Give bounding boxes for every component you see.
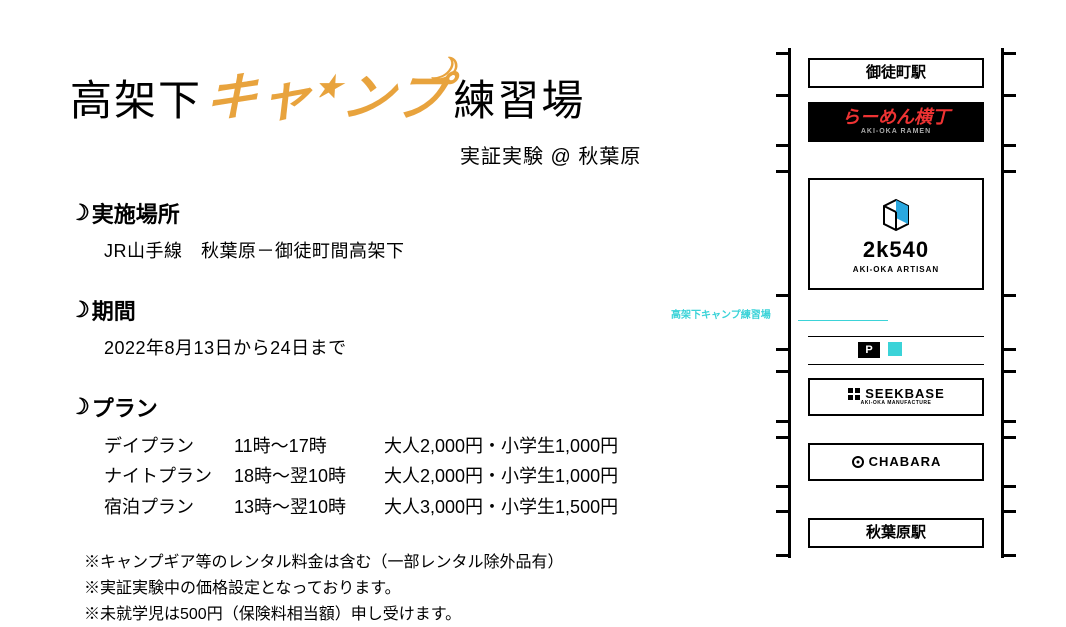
station-label: らーめん横丁: [842, 108, 950, 128]
location-body: JR山手線 秋葉原－御徒町間高架下: [104, 237, 720, 266]
station-sublabel: AKI-OKA ARTISAN: [853, 266, 939, 275]
rail-tick: [1002, 510, 1016, 513]
parking-icon: P: [858, 342, 880, 358]
plan-row: 宿泊プラン 13時〜翌10時 大人3,000円・小学生1,500円: [104, 492, 720, 523]
station-seekbase: SEEKBASE AKI-OKA MANUFACTURE: [808, 378, 984, 416]
rail-tick: [776, 554, 790, 557]
plan-price: 大人3,000円・小学生1,500円: [384, 492, 720, 523]
rail-tick: [776, 370, 790, 373]
cube-icon: [876, 194, 916, 234]
grid-icon: [847, 387, 861, 401]
plan-time: 18時〜翌10時: [234, 461, 384, 492]
heading-text: 実施場所: [92, 197, 180, 229]
title-camp: キャ★ンプ ☽: [201, 55, 455, 130]
station-akihabara: 秋葉原駅: [808, 518, 984, 548]
divider: [808, 364, 984, 365]
section-heading-plan: ☽ プラン: [70, 391, 720, 423]
rail-tick: [776, 52, 790, 55]
station-label: 2k540: [863, 238, 929, 262]
rail-tick: [1002, 294, 1016, 297]
info-panel: 高架下 キャ★ンプ ☽ 練習場 実証実験 @ 秋葉原 ☽ 実施場所 JR山手線 …: [70, 55, 720, 627]
section-location: ☽ 実施場所 JR山手線 秋葉原－御徒町間高架下: [70, 197, 720, 266]
plan-row: デイプラン 11時〜17時 大人2,000円・小学生1,000円: [104, 431, 720, 462]
rail-tick: [776, 420, 790, 423]
title-suffix: 練習場: [453, 67, 585, 128]
station-ramen: らーめん横丁 AKI-OKA RAMEN: [808, 102, 984, 142]
section-plan: ☽ プラン デイプラン 11時〜17時 大人2,000円・小学生1,000円 ナ…: [70, 391, 720, 523]
plan-name: 宿泊プラン: [104, 492, 234, 523]
rail-tick: [1002, 485, 1016, 488]
heading-text: プラン: [92, 391, 158, 423]
title-prefix: 高架下: [70, 67, 202, 128]
plan-time: 13時〜翌10時: [234, 492, 384, 523]
subtitle: 実証実験 @ 秋葉原: [460, 140, 720, 169]
rail-tick: [776, 144, 790, 147]
rail-tick: [776, 485, 790, 488]
notes: ※キャンプギア等のレンタル料金は含む（一部レンタル除外品有） ※実証実験中の価格…: [84, 550, 720, 627]
rail-tick: [1002, 370, 1016, 373]
station-label: CHABARA: [851, 455, 942, 469]
rail-tick: [1002, 170, 1016, 173]
note-line: ※未就学児は500円（保険料相当額）申し受けます。: [84, 602, 720, 627]
plan-time: 11時〜17時: [234, 431, 384, 462]
rail-tick: [1002, 554, 1016, 557]
main-title: 高架下 キャ★ンプ ☽ 練習場: [70, 55, 720, 130]
rail-tick: [1002, 52, 1016, 55]
period-body: 2022年8月13日から24日まで: [104, 334, 720, 363]
station-2k540: 2k540 AKI-OKA ARTISAN: [808, 178, 984, 290]
map-callout: 高架下キャンプ練習場: [671, 306, 771, 321]
note-line: ※実証実験中の価格設定となっております。: [84, 576, 720, 602]
station-chabara: CHABARA: [808, 443, 984, 481]
plan-price: 大人2,000円・小学生1,000円: [384, 431, 720, 462]
section-heading-location: ☽ 実施場所: [70, 197, 720, 229]
location-map: 御徒町駅 らーめん横丁 AKI-OKA RAMEN 2k540 AKI-OKA …: [766, 48, 1026, 558]
station-sublabel: AKI-OKA RAMEN: [861, 128, 931, 136]
station-okachimachi: 御徒町駅: [808, 58, 984, 88]
section-period: ☽ 期間 2022年8月13日から24日まで: [70, 294, 720, 363]
rail-line-left: [788, 48, 791, 558]
section-heading-period: ☽ 期間: [70, 294, 720, 326]
station-label: SEEKBASE: [847, 387, 945, 401]
station-label: 秋葉原駅: [866, 525, 926, 542]
rail-tick: [1002, 436, 1016, 439]
note-line: ※キャンプギア等のレンタル料金は含む（一部レンタル除外品有）: [84, 550, 720, 576]
rail-line-right: [1001, 48, 1004, 558]
station-label: 御徒町駅: [866, 65, 926, 82]
moon-icon: ☽: [68, 198, 92, 227]
rail-tick: [776, 170, 790, 173]
station-sublabel: AKI-OKA MANUFACTURE: [861, 401, 932, 407]
callout-line: [798, 320, 888, 321]
rail-tick: [1002, 420, 1016, 423]
rail-tick: [1002, 94, 1016, 97]
plan-name: デイプラン: [104, 431, 234, 462]
divider: [808, 336, 984, 337]
plan-table: デイプラン 11時〜17時 大人2,000円・小学生1,000円 ナイトプラン …: [104, 431, 720, 523]
rail-tick: [1002, 144, 1016, 147]
plan-price: 大人2,000円・小学生1,000円: [384, 461, 720, 492]
rail-tick: [776, 94, 790, 97]
heading-text: 期間: [92, 294, 136, 326]
rail-tick: [776, 510, 790, 513]
plan-row: ナイトプラン 18時〜翌10時 大人2,000円・小学生1,000円: [104, 461, 720, 492]
rail-tick: [776, 348, 790, 351]
circle-icon: [851, 455, 865, 469]
moon-icon: ☽: [68, 392, 92, 421]
moon-icon: ☽: [68, 295, 92, 324]
rail-tick: [776, 436, 790, 439]
plan-name: ナイトプラン: [104, 461, 234, 492]
rail-tick: [1002, 348, 1016, 351]
rail-tick: [776, 294, 790, 297]
location-marker: [888, 342, 902, 356]
